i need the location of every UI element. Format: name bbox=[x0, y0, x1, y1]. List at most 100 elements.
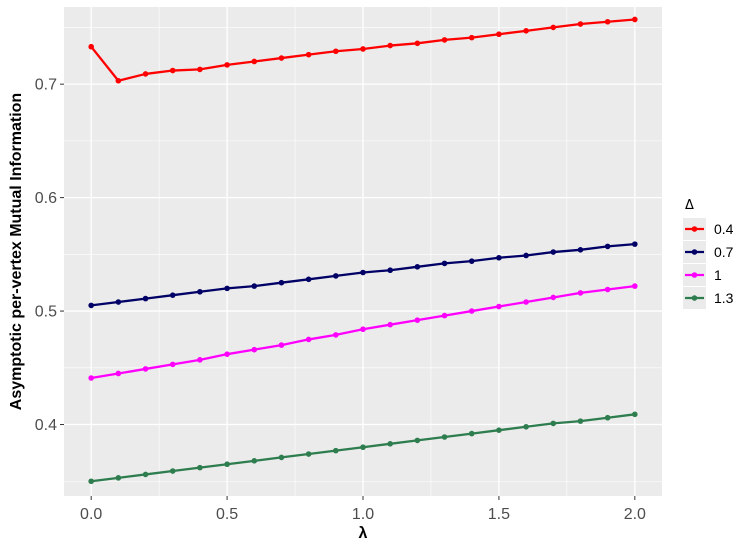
series-1-point-11 bbox=[387, 267, 393, 274]
series-3-point-14 bbox=[468, 430, 475, 437]
series-1-point-20 bbox=[632, 241, 638, 247]
legend-key-point-0 bbox=[691, 226, 698, 232]
series-3-point-2 bbox=[142, 471, 149, 478]
series-0-point-12 bbox=[414, 40, 421, 47]
series-3-point-20 bbox=[632, 411, 638, 418]
series-3-point-0 bbox=[88, 478, 94, 485]
series-0-point-5 bbox=[224, 62, 230, 68]
series-2-point-7 bbox=[278, 342, 285, 348]
series-1-point-3 bbox=[169, 292, 176, 298]
series-3-point-4 bbox=[197, 464, 203, 471]
y-axis-title: Asymptotic per-vertex Mutual Information bbox=[8, 93, 25, 410]
series-3-point-13 bbox=[441, 434, 448, 440]
series-0-point-19 bbox=[604, 18, 611, 25]
series-3-point-3 bbox=[169, 468, 176, 474]
series-3-point-7 bbox=[278, 454, 285, 461]
series-0-point-14 bbox=[468, 34, 475, 41]
series-2-point-10 bbox=[360, 326, 366, 333]
series-2-point-13 bbox=[441, 312, 448, 319]
series-0-point-15 bbox=[496, 31, 502, 38]
series-1-point-9 bbox=[333, 273, 339, 279]
x-tick-label-1: 0.5 bbox=[216, 506, 238, 523]
x-tick-label-4: 2.0 bbox=[624, 506, 646, 523]
series-2-point-12 bbox=[414, 317, 421, 323]
series-2-point-17 bbox=[550, 294, 557, 301]
series-0-point-9 bbox=[333, 48, 339, 55]
series-3-point-18 bbox=[577, 418, 584, 424]
series-1-point-18 bbox=[577, 246, 584, 253]
series-1-point-10 bbox=[360, 269, 366, 276]
legend-label-0: 0.4 bbox=[714, 221, 734, 237]
y-axis-ticks: 0.4 0.5 0.6 0.7 bbox=[35, 77, 64, 434]
series-1-point-8 bbox=[305, 276, 312, 283]
series-2-point-2 bbox=[142, 366, 149, 372]
y-tick-label-2: 0.6 bbox=[35, 190, 57, 207]
series-1-point-1 bbox=[115, 299, 122, 305]
x-tick-label-0: 0.0 bbox=[80, 506, 102, 523]
x-axis-ticks: 0.0 0.5 1.0 1.5 2.0 bbox=[80, 496, 646, 523]
series-2-point-11 bbox=[387, 321, 393, 328]
series-2-point-19 bbox=[604, 286, 611, 293]
grid-major bbox=[64, 7, 662, 496]
series-2-point-20 bbox=[632, 283, 638, 289]
series-2-point-18 bbox=[577, 290, 584, 296]
series-0-point-1 bbox=[115, 77, 122, 84]
series-3-point-12 bbox=[414, 437, 421, 444]
series-0-point-8 bbox=[305, 51, 312, 58]
series-2-point-14 bbox=[468, 308, 475, 314]
series-1-point-13 bbox=[441, 260, 448, 267]
series-0-point-10 bbox=[360, 46, 366, 52]
series-1-point-19 bbox=[604, 243, 611, 250]
y-tick-label-0: 0.4 bbox=[35, 417, 57, 434]
legend: Δ 0.4 0.7 1 1.3 bbox=[683, 198, 734, 309]
series-3-point-8 bbox=[305, 451, 312, 457]
series-2-point-3 bbox=[169, 361, 176, 368]
series-1-point-12 bbox=[414, 264, 421, 270]
series-2-point-1 bbox=[115, 370, 122, 377]
legend-key-point-3 bbox=[691, 295, 698, 301]
series-1-point-7 bbox=[278, 279, 285, 286]
series-3-point-17 bbox=[550, 420, 557, 427]
series-2-point-16 bbox=[523, 299, 529, 305]
series-2-point-8 bbox=[305, 336, 312, 343]
y-tick-label-1: 0.5 bbox=[35, 304, 57, 321]
series-1-point-16 bbox=[523, 252, 529, 259]
legend-label-1: 0.7 bbox=[714, 244, 734, 260]
x-axis-title: λ bbox=[359, 525, 368, 542]
series-3-point-1 bbox=[115, 475, 122, 481]
legend-key-point-2 bbox=[691, 272, 698, 278]
x-tick-label-3: 1.5 bbox=[488, 506, 510, 523]
series-2-point-6 bbox=[251, 346, 258, 353]
series-0-point-6 bbox=[251, 58, 258, 65]
series-0-point-11 bbox=[387, 42, 393, 49]
series-3-point-15 bbox=[496, 427, 502, 433]
series-0-point-17 bbox=[550, 24, 557, 31]
series-0-point-16 bbox=[523, 28, 529, 34]
x-tick-label-2: 1.0 bbox=[352, 506, 374, 523]
legend-title: Δ bbox=[685, 198, 694, 213]
series-1-point-14 bbox=[468, 258, 475, 264]
series-0-point-4 bbox=[197, 66, 203, 73]
series-layer bbox=[88, 16, 638, 485]
series-1-point-0 bbox=[88, 302, 94, 309]
series-0-point-2 bbox=[142, 71, 149, 77]
legend-key-point-1 bbox=[691, 249, 698, 255]
series-3-point-9 bbox=[333, 447, 339, 454]
series-2-point-0 bbox=[88, 375, 94, 381]
series-1-point-15 bbox=[496, 254, 502, 261]
series-1-point-2 bbox=[142, 295, 149, 302]
series-1-point-4 bbox=[197, 288, 203, 295]
series-2-point-15 bbox=[496, 303, 502, 310]
y-tick-label-3: 0.7 bbox=[35, 77, 57, 94]
series-3-point-11 bbox=[387, 441, 393, 447]
series-3-point-5 bbox=[224, 461, 230, 468]
series-0-point-7 bbox=[278, 55, 285, 61]
series-3-point-19 bbox=[604, 414, 611, 421]
series-2-point-4 bbox=[197, 357, 203, 363]
legend-label-3: 1.3 bbox=[714, 290, 734, 306]
series-2-point-9 bbox=[333, 332, 339, 338]
series-3-point-6 bbox=[251, 458, 258, 464]
series-3-point-10 bbox=[360, 444, 366, 451]
series-1-point-5 bbox=[224, 285, 230, 292]
